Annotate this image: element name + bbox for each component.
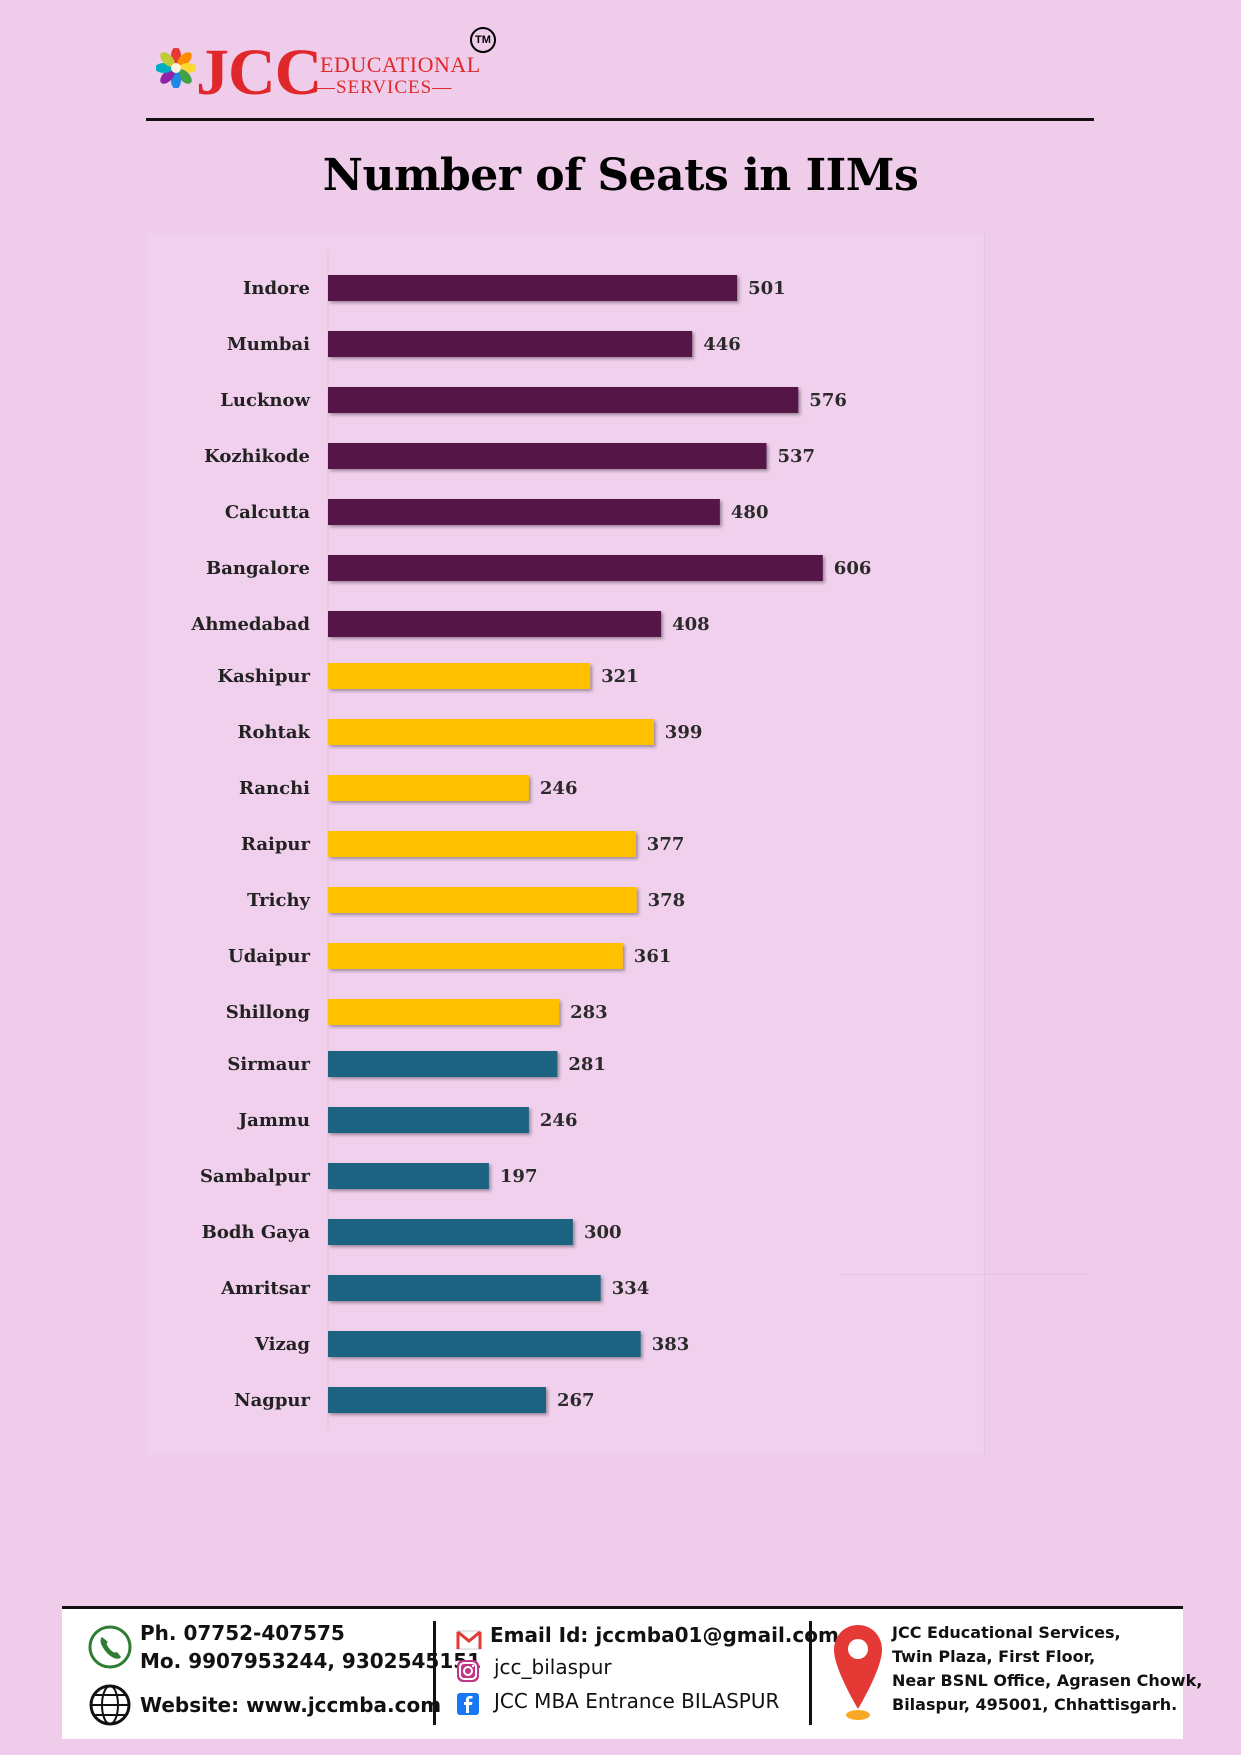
location-pin-icon [834, 1625, 882, 1720]
bar-indore [328, 275, 738, 301]
jcc-logo: JCC EDUCATIONAL —SERVICES— TM [156, 22, 516, 114]
category-label: Ahmedabad [190, 614, 310, 635]
category-label: Indore [243, 278, 310, 299]
category-label: Lucknow [220, 390, 310, 411]
address-line-3: Near BSNL Office, Agrasen Chowk, [892, 1671, 1203, 1690]
bar-sirmaur [328, 1051, 558, 1077]
globe-icon [89, 1684, 131, 1726]
footer-divider [809, 1621, 812, 1725]
category-label: Raipur [241, 834, 311, 855]
bar-vizag [328, 1331, 641, 1357]
bar-rohtak [328, 719, 654, 745]
brand-line-services: —SERVICES— [316, 77, 453, 98]
brand-line-educational: EDUCATIONAL [320, 52, 481, 77]
bar-mumbai [328, 331, 693, 357]
bar-bangalore [328, 555, 823, 581]
value-label: 576 [809, 390, 847, 411]
instagram-handle[interactable]: jcc_bilaspur [494, 1655, 612, 1679]
category-label: Mumbai [227, 334, 310, 355]
value-label: 408 [672, 614, 710, 635]
flower-logo-icon [156, 48, 196, 88]
brand-line-services-text: SERVICES [336, 77, 433, 98]
value-label: 537 [778, 446, 816, 467]
category-label: Vizag [254, 1334, 310, 1355]
header-divider [146, 118, 1094, 121]
bar-lucknow [328, 387, 799, 413]
value-label: 606 [834, 558, 872, 579]
email-address[interactable]: Email Id: jccmba01@gmail.com [490, 1623, 839, 1647]
category-label: Nagpur [234, 1390, 310, 1411]
bar-trichy [328, 887, 637, 913]
category-label: Calcutta [225, 502, 311, 523]
facebook-page[interactable]: JCC MBA Entrance BILASPUR [494, 1689, 780, 1713]
bar-shillong [328, 999, 560, 1025]
footer-divider [433, 1621, 436, 1725]
category-label: Trichy [247, 890, 310, 911]
category-label: Bodh Gaya [202, 1222, 311, 1243]
category-label: Sirmaur [227, 1054, 310, 1075]
chart-title: Number of Seats in IIMs [322, 150, 919, 201]
bar-sambalpur [328, 1163, 489, 1189]
value-label: 246 [540, 778, 578, 799]
category-label: Bangalore [206, 558, 310, 579]
category-label: Shillong [226, 1002, 311, 1023]
bar-ranchi [328, 775, 529, 801]
bar-udaipur [328, 943, 623, 969]
category-label: Rohtak [237, 722, 310, 743]
value-label: 377 [647, 834, 685, 855]
bar-amritsar [328, 1275, 601, 1301]
category-label: Jammu [237, 1110, 310, 1131]
value-label: 446 [703, 334, 741, 355]
trademark-badge: TM [470, 27, 496, 53]
category-label: Kashipur [217, 666, 310, 687]
category-label: Ranchi [239, 778, 310, 799]
value-label: 197 [500, 1166, 538, 1187]
value-label: 281 [568, 1054, 606, 1075]
instagram-icon [457, 1660, 479, 1682]
address-line-4: Bilaspur, 495001, Chhattisgarh. [892, 1695, 1178, 1714]
phone-icon [88, 1625, 132, 1669]
category-label: Amritsar [220, 1278, 310, 1299]
category-label: Kozhikode [204, 446, 310, 467]
phone-number: Ph. 07752-407575 [140, 1621, 345, 1645]
bar-ahmedabad [328, 611, 662, 637]
address-line-1: JCC Educational Services, [892, 1623, 1121, 1642]
value-label: 334 [612, 1278, 650, 1299]
footer-contact-bar: Ph. 07752-407575 Mo. 9907953244, 9302545… [62, 1606, 1202, 1739]
value-label: 378 [648, 890, 686, 911]
value-label: 300 [584, 1222, 622, 1243]
panel-border [984, 234, 985, 1454]
value-label: 399 [665, 722, 703, 743]
bar-kozhikode [328, 443, 767, 469]
address-line-2: Twin Plaza, First Floor, [892, 1647, 1096, 1666]
bar-bodh-gaya [328, 1219, 573, 1245]
bar-nagpur [328, 1387, 546, 1413]
gmail-icon [456, 1630, 482, 1650]
value-label: 361 [634, 946, 672, 967]
value-label: 267 [557, 1390, 595, 1411]
category-label: Udaipur [228, 946, 310, 967]
panel-border-bottom [840, 1274, 1090, 1275]
category-label: Sambalpur [200, 1166, 310, 1187]
value-label: 480 [731, 502, 769, 523]
value-label: 321 [601, 666, 639, 687]
website-link[interactable]: Website: www.jccmba.com [140, 1693, 442, 1717]
value-label: 383 [652, 1334, 690, 1355]
facebook-icon [457, 1693, 479, 1715]
bar-jammu [328, 1107, 529, 1133]
value-label: 246 [540, 1110, 578, 1131]
value-label: 283 [570, 1002, 608, 1023]
bar-raipur [328, 831, 636, 857]
bar-kashipur [328, 663, 591, 689]
mobile-numbers: Mo. 9907953244, 9302545151 [140, 1649, 482, 1673]
brand-name: JCC [196, 36, 322, 109]
bar-calcutta [328, 499, 720, 525]
value-label: 501 [748, 278, 786, 299]
